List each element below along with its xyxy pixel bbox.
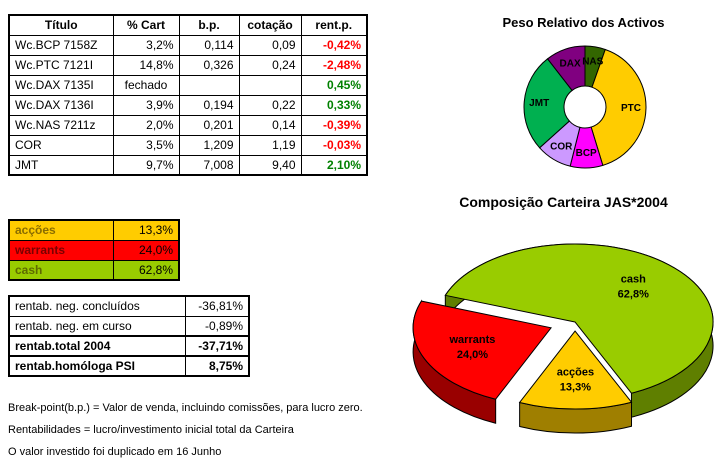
position-row: Wc.DAX 7135I fechado 0,45% [8,74,368,96]
allocation-label: acções [8,219,114,241]
summary-label: rentab.homóloga PSI [8,355,186,377]
cart-cell: 3,5% [112,134,180,156]
bp-cell: 0,114 [178,34,240,56]
bp-cell: 1,209 [178,134,240,156]
cart-cell: 9,7% [112,154,180,176]
position-row: Wc.PTC 7121I 14,8% 0,326 0,24 -2,48% [8,54,368,76]
cart-cell: 3,9% [112,94,180,116]
position-row: Wc.NAS 7211z 2,0% 0,201 0,14 -0,39% [8,114,368,136]
cart-cell: 14,8% [112,54,180,76]
donut-chart-title: Peso Relativo dos Activos [502,15,665,30]
donut-slice-label-BCP: BCP [576,148,597,159]
footnote: Break-point(b.p.) = Valor de venda, incl… [8,402,363,414]
summary-row: rentab.total 2004 -37,71% [8,335,250,357]
pie-slice-name-cash: cash [621,274,646,286]
allocation-label: warrants [8,239,114,261]
summary-label: rentab. neg. em curso [8,315,186,337]
summary-value: -36,81% [184,295,250,317]
cart-cell: 2,0% [112,114,180,136]
column-header-0: Título [8,14,114,36]
position-row: Wc.BCP 7158Z 3,2% 0,114 0,09 -0,42% [8,34,368,56]
cotacao-cell: 0,09 [238,34,302,56]
rent-cell: -0,03% [300,134,368,156]
positions-header-row: Título% Cart b.p. cotação rent.p. [8,14,368,36]
rent-cell: -2,48% [300,54,368,76]
allocation-value: 13,3% [112,219,180,241]
pie3d-chart: cash 62,8% acções 13,3% warrants 24,0% [412,243,714,434]
donut-slice-PTC [590,48,647,166]
rent-cell: 0,33% [300,94,368,116]
pie-slice-name-warrants: warrants [449,334,496,346]
titulo-cell: Wc.PTC 7121I [8,54,114,76]
returns-summary-table: rentab. neg. concluídos -36,81% rentab. ne… [8,295,250,377]
allocation-value: 24,0% [112,239,180,261]
rent-cell: 0,45% [300,74,368,96]
pie-slice-pct-acções: 13,3% [560,381,591,393]
allocation-row: acções 13,3% [8,219,180,241]
rent-cell: 2,10% [300,154,368,176]
rent-cell: -0,42% [300,34,368,56]
allocation-table: acções 13,3% warrants 24,0% cash 62,8% [8,219,180,281]
bp-cell: 7,008 [178,154,240,176]
donut-slice-label-DAX: DAX [560,58,581,69]
footnote: Rentabilidades = lucro/investimento inic… [8,424,294,436]
pie3d-chart-title: Composição Carteira JAS*2004 [459,194,668,210]
titulo-cell: Wc.BCP 7158Z [8,34,114,56]
cotacao-cell [238,74,302,96]
titulo-cell: Wc.DAX 7136I [8,94,114,116]
summary-value: -37,71% [184,335,250,357]
position-row: COR 3,5% 1,209 1,19 -0,03% [8,134,368,156]
column-header-4: rent.p. [300,14,368,36]
bp-cell: 0,201 [178,114,240,136]
summary-label: rentab.total 2004 [8,335,186,357]
summary-row: rentab. neg. concluídos -36,81% [8,295,250,317]
pie-slice-name-acções: acções [557,366,594,378]
cotacao-cell: 0,14 [238,114,302,136]
position-row: JMT 9,7% 7,008 9,40 2,10% [8,154,368,176]
cart-cell: 3,2% [112,34,180,56]
pie-slice-pct-cash: 62,8% [618,289,649,301]
donut-slice-label-NAS: NAS [582,57,603,68]
cotacao-cell: 9,40 [238,154,302,176]
cotacao-cell: 0,22 [238,94,302,116]
allocation-row: cash 62,8% [8,259,180,281]
allocation-label: cash [8,259,114,281]
donut-slice-DAX [546,45,586,92]
bp-cell: 0,326 [178,54,240,76]
pie-slice-pct-warrants: 24,0% [457,349,488,361]
position-row: Wc.DAX 7136I 3,9% 0,194 0,22 0,33% [8,94,368,116]
column-header-3: cotação [238,14,302,36]
allocation-value: 62,8% [112,259,180,281]
pie-slice-warrants [412,300,552,400]
column-header-1: % Cart [112,14,180,36]
titulo-cell: JMT [8,154,114,176]
cotacao-cell: 0,24 [238,54,302,76]
bp-cell [178,74,240,96]
allocation-row: warrants 24,0% [8,239,180,261]
titulo-cell: Wc.NAS 7211z [8,114,114,136]
bp-cell: 0,194 [178,94,240,116]
summary-value: -0,89% [184,315,250,337]
pie-slice-acções [518,330,633,410]
cotacao-cell: 1,19 [238,134,302,156]
titulo-cell: COR [8,134,114,156]
positions-table: Título% Cart b.p. cotação rent.p. Wc.BCP 71… [8,14,368,176]
summary-row: rentab.homóloga PSI 8,75% [8,355,250,377]
summary-label: rentab. neg. concluídos [8,295,186,317]
summary-value: 8,75% [184,355,250,377]
donut-slice-JMT [523,58,573,149]
footnote: O valor investido foi duplicado em 16 Ju… [8,446,222,458]
titulo-cell: Wc.DAX 7135I [8,74,114,96]
donut-slice-label-JMT: JMT [529,98,549,109]
footnotes: Break-point(b.p.) = Valor de venda, incl… [8,401,413,467]
donut-slice-label-PTC: PTC [621,103,641,114]
donut-slice-label-COR: COR [550,141,573,152]
rent-cell: -0,39% [300,114,368,136]
summary-row: rentab. neg. em curso -0,89% [8,315,250,337]
cart-cell: fechado [112,74,180,96]
column-header-2: b.p. [178,14,240,36]
pie-slice-cash [444,243,714,394]
